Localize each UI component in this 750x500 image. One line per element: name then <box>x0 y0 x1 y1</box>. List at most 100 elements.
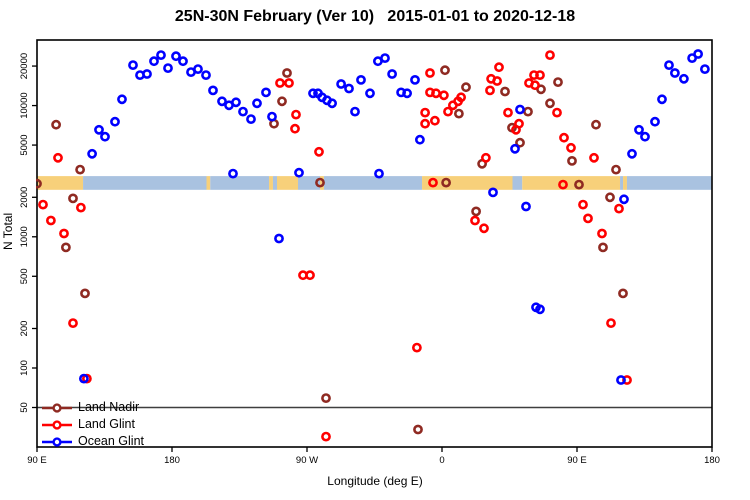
map-band-land-segment <box>269 176 273 190</box>
data-point <box>700 64 710 74</box>
data-point <box>142 69 152 79</box>
data-point <box>171 51 181 62</box>
data-point <box>530 80 540 91</box>
data-point <box>53 152 63 163</box>
data-point <box>350 106 360 117</box>
data-point <box>583 213 593 224</box>
legend-item-land-nadir: Land Nadir <box>42 399 144 416</box>
data-point <box>650 116 660 127</box>
data-point <box>261 87 271 98</box>
map-band-land-segment <box>320 176 324 190</box>
data-point <box>606 318 616 328</box>
data-point <box>410 75 420 85</box>
data-point <box>567 155 577 166</box>
x-tick-label: 0 <box>439 455 444 466</box>
data-point <box>679 73 689 84</box>
data-point <box>374 168 384 179</box>
x-tick-label: 90 W <box>296 455 318 466</box>
data-point <box>545 50 555 60</box>
data-point <box>566 142 576 153</box>
data-point <box>36 178 42 189</box>
data-point <box>535 304 545 315</box>
map-band-ocean-segment <box>272 176 277 190</box>
legend-circle <box>52 402 62 413</box>
legend-label: Land Nadir <box>78 400 140 414</box>
data-point <box>470 215 480 226</box>
map-band-ocean-segment <box>512 176 523 190</box>
data-point <box>308 88 318 99</box>
x-tick-label: 180 <box>704 455 720 466</box>
data-point <box>597 228 607 239</box>
data-point <box>657 94 667 105</box>
data-point <box>616 375 626 385</box>
data-point <box>521 201 531 212</box>
map-band-ocean-segment <box>626 176 712 190</box>
data-point <box>535 70 545 80</box>
y-tick-label: 100 <box>19 360 30 376</box>
data-point <box>321 431 331 442</box>
data-point <box>314 146 324 157</box>
data-point <box>545 98 555 109</box>
data-point <box>461 82 471 93</box>
legend-label: Land Glint <box>78 417 135 431</box>
map-band-land-segment <box>277 176 298 190</box>
data-point <box>488 187 498 198</box>
data-point <box>598 242 608 253</box>
data-point <box>79 373 89 384</box>
data-point <box>267 111 277 122</box>
y-axis-label: N Total <box>1 212 15 250</box>
series-points-ocean-glint <box>79 49 710 385</box>
data-point <box>511 124 521 135</box>
data-point <box>274 233 284 244</box>
map-band-ocean-segment <box>83 176 207 190</box>
data-point <box>431 88 441 99</box>
chart-title: 25N-30N February (Ver 10) 2015-01-01 to … <box>174 8 576 25</box>
map-band-ocean-segment <box>323 176 423 190</box>
ocean-glint-marker-icon <box>42 436 72 447</box>
y-tick-label: 50 <box>19 402 30 413</box>
data-point <box>420 107 430 118</box>
data-point <box>515 137 525 148</box>
data-point <box>380 53 390 63</box>
data-point <box>471 206 481 217</box>
data-point <box>440 65 450 76</box>
data-point <box>500 86 510 97</box>
data-point <box>282 68 292 78</box>
data-point <box>59 228 69 239</box>
data-point <box>201 70 211 80</box>
data-point <box>51 119 61 130</box>
data-point <box>75 164 85 175</box>
data-point <box>523 106 533 117</box>
data-point <box>640 131 650 142</box>
data-point <box>100 131 110 142</box>
data-point <box>438 90 449 101</box>
data-point <box>429 115 440 126</box>
map-band-ocean-segment <box>298 176 321 190</box>
data-point <box>231 97 241 108</box>
legend-circle <box>52 419 62 430</box>
data-point <box>578 199 588 210</box>
data-point <box>443 106 453 117</box>
data-point <box>68 318 78 328</box>
x-tick-label: 90 E <box>27 455 47 466</box>
data-point <box>61 242 71 253</box>
data-point <box>494 62 504 73</box>
data-point <box>552 107 562 118</box>
data-point <box>492 76 502 86</box>
data-point <box>156 50 166 60</box>
data-point <box>163 63 173 73</box>
land-nadir-marker-icon <box>42 402 72 413</box>
data-point <box>611 164 621 175</box>
legend-item-land-glint: Land Glint <box>42 416 144 433</box>
data-point <box>238 106 248 117</box>
data-point <box>693 49 703 59</box>
data-point <box>425 68 435 78</box>
data-point <box>574 179 584 190</box>
data-point <box>294 167 304 178</box>
data-point <box>38 199 48 210</box>
data-point <box>589 152 599 163</box>
x-tick-label: 180 <box>164 455 180 466</box>
data-point <box>128 60 138 70</box>
data-point <box>336 79 346 89</box>
